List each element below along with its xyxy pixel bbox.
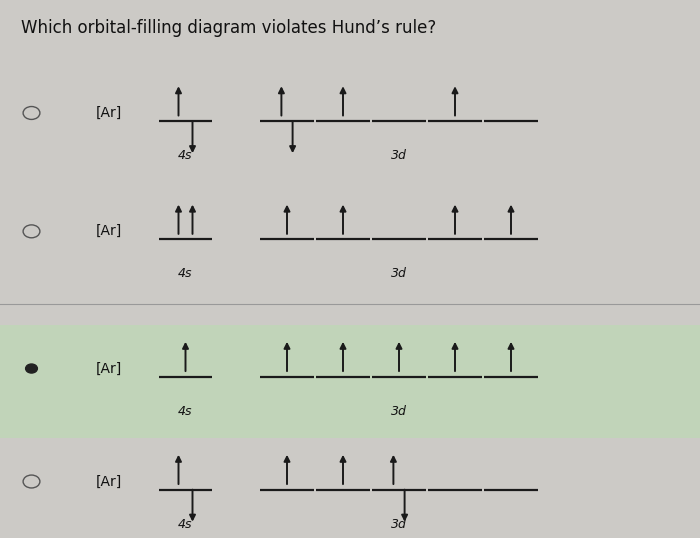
Text: [Ar]: [Ar] bbox=[95, 475, 122, 489]
Text: [Ar]: [Ar] bbox=[95, 106, 122, 120]
Text: 4s: 4s bbox=[178, 267, 192, 280]
Text: 4s: 4s bbox=[178, 518, 192, 530]
Text: 4s: 4s bbox=[178, 405, 192, 417]
Text: [Ar]: [Ar] bbox=[95, 362, 122, 376]
Text: Which orbital-filling diagram violates Hund’s rule?: Which orbital-filling diagram violates H… bbox=[21, 19, 436, 37]
Text: 3d: 3d bbox=[391, 405, 407, 417]
Text: 4s: 4s bbox=[178, 149, 192, 162]
Text: 3d: 3d bbox=[391, 267, 407, 280]
Text: 3d: 3d bbox=[391, 518, 407, 530]
Bar bbox=[0, 325, 700, 438]
Circle shape bbox=[26, 364, 37, 373]
Text: [Ar]: [Ar] bbox=[95, 224, 122, 238]
Text: 3d: 3d bbox=[391, 149, 407, 162]
